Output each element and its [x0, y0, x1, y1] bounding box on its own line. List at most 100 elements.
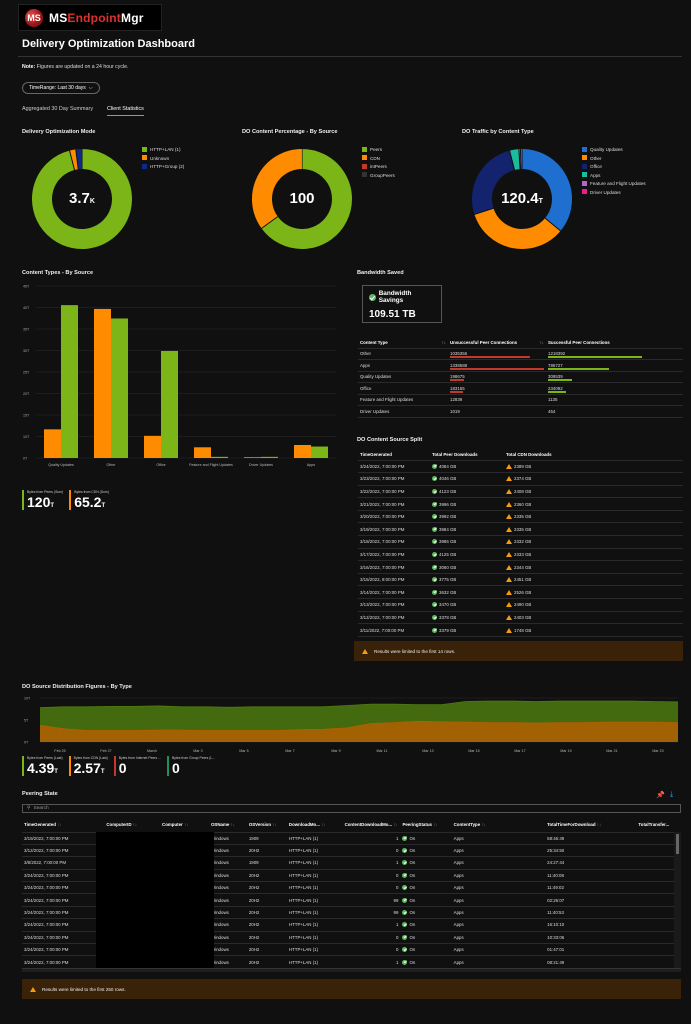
- donut2-legend-item[interactable]: Peers: [362, 146, 395, 155]
- sort-icon[interactable]: ↑↓: [595, 822, 602, 828]
- donut3-legend-item[interactable]: Quality Updates: [582, 146, 646, 155]
- donut3-legend-item[interactable]: Office: [582, 163, 646, 172]
- sort-icon[interactable]: ↑↓: [271, 822, 277, 828]
- sort-icon[interactable]: ↑↓: [441, 339, 446, 345]
- col-timegenerated[interactable]: TimeGenerated: [358, 449, 430, 461]
- tab-aggregated-summary[interactable]: Aggregated 30 Day Summary: [22, 106, 94, 112]
- donut3-slice-0[interactable]: [521, 149, 572, 231]
- area-cdn[interactable]: [40, 721, 678, 742]
- table-row[interactable]: 3/18/2022, 7:00:00 PM 3986 GB 2332 GB: [358, 535, 683, 549]
- column-header[interactable]: OSName ↑↓: [209, 818, 247, 833]
- table-row[interactable]: 3/24/2022, 7:00:00 PM 4084 GB 2389 GB: [358, 460, 683, 474]
- column-header[interactable]: TotalTimeForDownload ↑↓: [545, 818, 637, 833]
- table-row[interactable]: 3/12/2022, 7:00:00 PM 3378 GB 2403 GB: [358, 611, 683, 625]
- table-row[interactable]: 3/14/2022, 7:00:00 PM 3632 GB 2526 GB: [358, 585, 683, 600]
- timerange-dropdown[interactable]: TimeRange: Last 30 days ⌵: [22, 82, 100, 94]
- table-row[interactable]: 3/23/2022, 7:00:00 PM 4046 GB 2374 GB: [358, 472, 683, 486]
- cell-t: 3/8/2022, 7:00:00 PM: [22, 856, 105, 870]
- table-row[interactable]: Apps 1338588 786727: [358, 359, 683, 372]
- donut3-legend-item[interactable]: Driver Updates: [582, 189, 646, 198]
- donut1-slice-0[interactable]: [32, 149, 132, 249]
- bar-peers[interactable]: [311, 446, 328, 458]
- bar-cdn[interactable]: [194, 447, 211, 458]
- sort-icon[interactable]: ↑↓: [480, 822, 486, 828]
- tab-client-statistics[interactable]: Client Statistics: [107, 106, 144, 116]
- column-header[interactable]: DownloadMo... ↑↓: [286, 818, 343, 833]
- table-row[interactable]: 3/15/2022, 8:00:00 PM 3775 GB 2451 GB: [358, 573, 683, 587]
- column-header[interactable]: PeeringStatus ↑↓: [400, 818, 452, 833]
- col-successful[interactable]: Successful Peer Connections: [546, 337, 683, 349]
- search-input[interactable]: ⚲ Search: [22, 804, 681, 813]
- donut2-legend-item[interactable]: CDN: [362, 155, 395, 164]
- bar-cdn[interactable]: [144, 435, 161, 458]
- download-icon[interactable]: ⤓: [670, 791, 674, 798]
- sort-icon[interactable]: ↑↓: [131, 822, 138, 828]
- col-total-cdn-downloads[interactable]: Total CDN Downloads: [504, 449, 683, 461]
- table-row[interactable]: 3/19/2022, 7:00:00 PM 3984 GB 2335 GB: [358, 522, 683, 537]
- donut1-legend-item[interactable]: Unknown: [142, 155, 184, 164]
- donut2-legend-item[interactable]: GroupPeers: [362, 172, 395, 181]
- donut1-slice-1[interactable]: [69, 149, 79, 170]
- table-row[interactable]: 3/22/2022, 7:00:00 PM 4123 GB 2408 GB: [358, 485, 683, 499]
- distribution-area-chart[interactable]: 10T 5T 0T Feb 25 Feb 27 March Mar 3 Mar 5 Mar 7 M…: [22, 694, 682, 756]
- table-row[interactable]: 3/11/2022, 7:00:00 PM 3379 GB 1748 GB: [358, 623, 683, 637]
- bar-peers[interactable]: [211, 456, 228, 458]
- bar-cdn[interactable]: [94, 308, 111, 458]
- col-unsuccessful[interactable]: Unsuccessful Peer Connections ↑↓: [448, 337, 546, 349]
- table-row[interactable]: 3/24/2022, 7:00:00 PM Windows 20H2 HTTP+LAN…: [22, 943, 681, 957]
- col-total-peer-downloads[interactable]: Total Peer Downloads: [430, 449, 504, 461]
- col-content-type[interactable]: Content Type ↑↓: [358, 337, 448, 349]
- bar-cdn[interactable]: [244, 457, 261, 458]
- donut2-slice-0[interactable]: [261, 149, 352, 249]
- bar-peers[interactable]: [111, 318, 128, 458]
- cell-peer-downloads: 4125 GB: [430, 548, 504, 562]
- sort-icon[interactable]: ↑↓: [431, 822, 438, 828]
- donut1-legend-item[interactable]: HTTP+LAN (1): [142, 146, 184, 155]
- bar-cdn[interactable]: [44, 429, 61, 458]
- sort-icon[interactable]: ↑↓: [55, 822, 62, 828]
- table-row[interactable]: 3/21/2022, 7:00:00 PM 3996 GB 2360 GB: [358, 497, 683, 511]
- table-row[interactable]: Office 183155 234092: [358, 382, 683, 395]
- column-header[interactable]: TotalTransfer...: [636, 818, 681, 833]
- sort-icon[interactable]: ↑↓: [319, 822, 326, 828]
- table-row[interactable]: 3/17/2022, 7:00:00 PM 4125 GB 2333 GB: [358, 548, 683, 562]
- table-row[interactable]: 3/20/2022, 7:00:00 PM 3992 GB 2335 GB: [358, 510, 683, 524]
- column-header[interactable]: ComputerID ↑↓: [104, 818, 161, 833]
- donut1-legend-item[interactable]: HTTP+Group (2): [142, 163, 184, 172]
- table-row[interactable]: Quality Updates 198675 309539: [358, 371, 683, 383]
- donut2-legend-item[interactable]: intPeers: [362, 163, 395, 172]
- sort-icon[interactable]: ↑↓: [229, 822, 235, 828]
- cell-unsuccessful: 198675: [448, 371, 546, 383]
- sort-icon[interactable]: ↑↓: [182, 822, 189, 828]
- donut3-legend-item[interactable]: Other: [582, 155, 646, 164]
- column-header[interactable]: TimeGenerated ↑↓: [22, 818, 105, 833]
- bar-peers[interactable]: [61, 305, 78, 458]
- table-row[interactable]: Other 1035356 1218392: [358, 348, 683, 360]
- column-header[interactable]: Computer ↑↓: [160, 818, 209, 833]
- table-row[interactable]: Driver Updates 1019 454: [358, 405, 683, 418]
- table-row[interactable]: 3/13/2022, 7:00:00 PM 3470 GB 2490 GB: [358, 598, 683, 612]
- donut3-legend-item[interactable]: Apps: [582, 172, 646, 181]
- bar-peers[interactable]: [261, 456, 278, 458]
- donut3-slice-1[interactable]: [474, 207, 561, 249]
- pin-icon[interactable]: 📌: [656, 792, 665, 799]
- donut3-legend-item[interactable]: Feature and Flight Updates: [582, 180, 646, 189]
- sort-icon[interactable]: ↑↓: [392, 822, 398, 828]
- table-row[interactable]: Feature and Flight Updates 12839 1135: [358, 394, 683, 406]
- donut1-chart[interactable]: [30, 147, 134, 251]
- column-header[interactable]: OSVersion ↑↓: [246, 818, 287, 833]
- donut2-slice-1[interactable]: [252, 149, 303, 229]
- donut3-slice-3[interactable]: [509, 149, 521, 170]
- donut2-chart[interactable]: [250, 147, 354, 251]
- vertical-scrollbar[interactable]: [674, 832, 681, 968]
- donut3-chart[interactable]: [470, 147, 574, 251]
- column-header[interactable]: ContentDownloadMo... ↑↓: [342, 818, 401, 833]
- donut3-slice-2[interactable]: [472, 150, 516, 215]
- bar-cdn[interactable]: [294, 445, 311, 458]
- content-types-bar-chart[interactable]: 0T 10T 15T 20T 25T 30T 35T 40T 45T Quality Update…: [22, 280, 342, 490]
- column-header[interactable]: ContentType ↑↓: [451, 818, 546, 833]
- sort-icon[interactable]: ↑↓: [539, 339, 544, 345]
- table-row[interactable]: 3/16/2022, 7:00:00 PM 3060 GB 2344 GB: [358, 560, 683, 574]
- horizontal-scrollbar[interactable]: [22, 968, 681, 972]
- bar-peers[interactable]: [161, 350, 178, 458]
